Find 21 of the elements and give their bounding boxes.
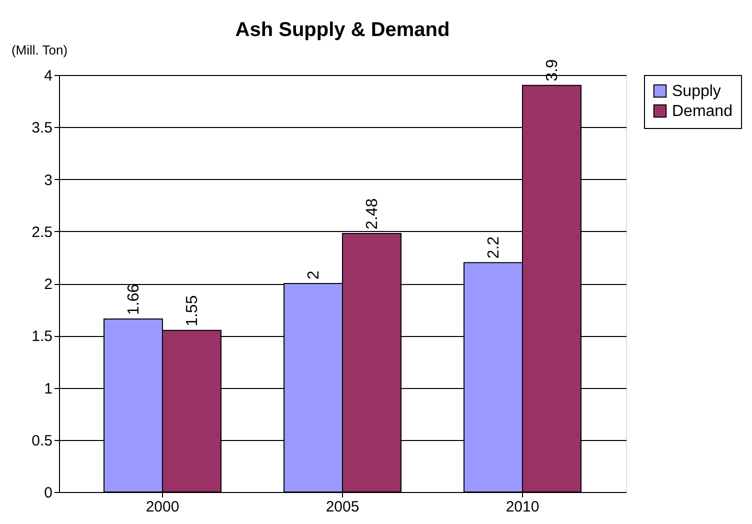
y-tick-label: 3: [44, 172, 52, 189]
y-tick-label: 2.5: [32, 224, 52, 241]
y-tick-label: 1: [44, 380, 52, 398]
data-label: 2: [305, 270, 322, 280]
y-tick-label: 3.5: [32, 120, 52, 137]
y-tick-label: 0.5: [32, 432, 52, 450]
y-tick-label: 0: [44, 484, 52, 502]
data-label: 1.66: [125, 284, 142, 315]
y-tick-label: 4: [44, 68, 52, 84]
x-tick-label: 2005: [326, 498, 360, 516]
y-tick-label: 1.5: [32, 328, 52, 346]
chart-title: Ash Supply & Demand: [235, 19, 450, 41]
data-label: 2.2: [485, 236, 502, 259]
legend-label: Demand: [672, 103, 732, 120]
data-label: 2.48: [364, 198, 381, 230]
y-tick-label: 2: [44, 276, 52, 293]
data-label: 1.55: [184, 295, 201, 326]
x-tick-label: 2000: [146, 498, 180, 516]
y-axis-title: (Mill. Ton): [11, 42, 68, 58]
x-tick-label: 2010: [506, 498, 540, 516]
legend-label: Supply: [672, 83, 721, 100]
